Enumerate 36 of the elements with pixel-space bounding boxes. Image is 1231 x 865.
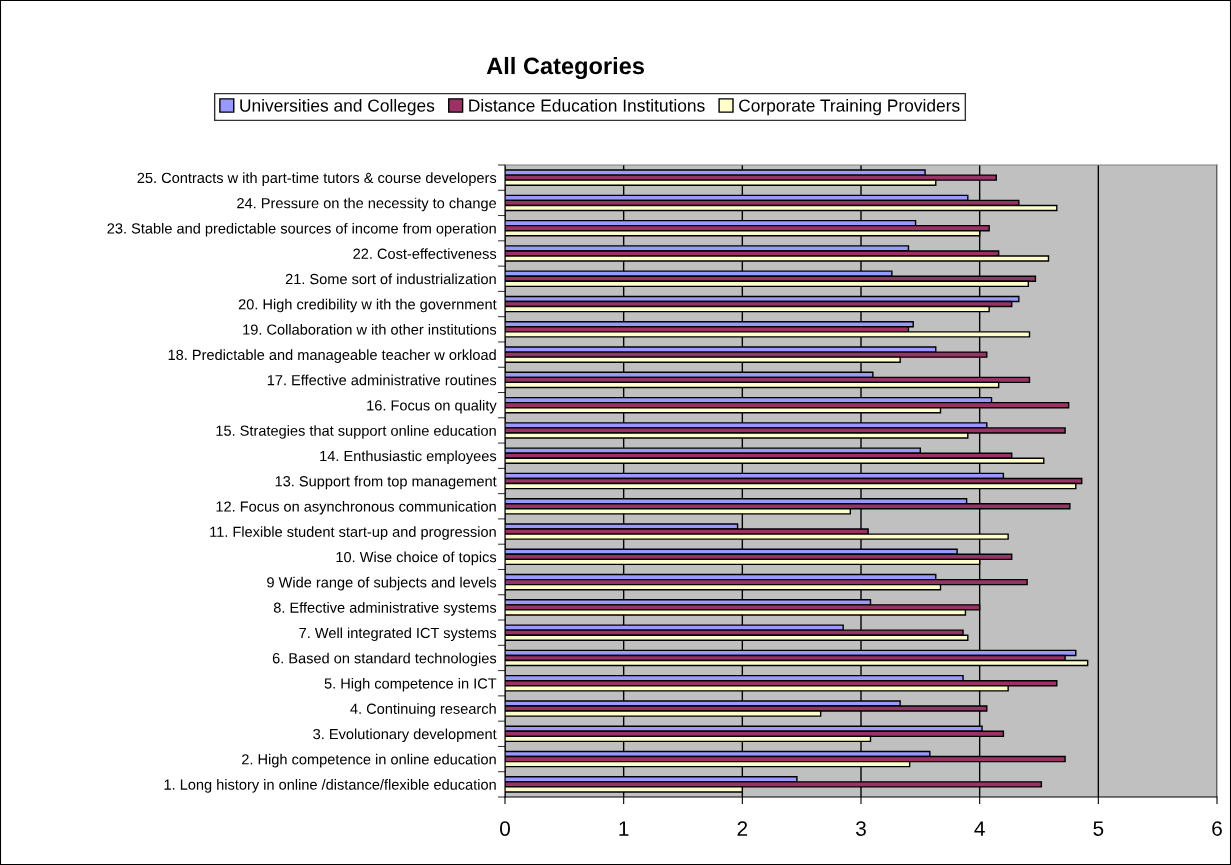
y-tick-label: 7. Well integrated ICT systems [299, 627, 497, 641]
x-tick-label: 6 [1212, 821, 1222, 836]
y-tick-label: 15. Strategies that support online education [216, 425, 496, 439]
y-tick-label: 21. Some sort of industrialization [285, 273, 496, 285]
legend-label: Corporate Training Providers [739, 98, 960, 116]
y-tick-label: 23. Stable and predictable sources of income from operation [107, 222, 496, 237]
y-tick-label: 19. Collaboration w ith other institutions [243, 324, 497, 335]
legend-label: Distance Education Institutions [469, 98, 705, 112]
y-tick-label: 11. Flexible student start-up and progression [210, 526, 496, 540]
y-tick-label: 5. High competence in ICT [324, 677, 497, 692]
x-tick-label: 1 [619, 821, 629, 836]
x-tick-label: 2 [737, 821, 748, 836]
x-tick-label: 3 [856, 821, 866, 836]
y-tick-label: 24. Pressure on the necessity to change [237, 197, 497, 212]
y-tick-label: 25. Contracts w ith part-time tutors & course developers [137, 172, 497, 186]
y-tick-label: 9 Wide range of subjects and levels [267, 576, 497, 591]
y-tick-label: 14. Enthusiastic employees [320, 450, 497, 465]
x-tick-label: 5 [1093, 821, 1104, 836]
y-tick-label: 10. Wise choice of topics [336, 551, 497, 566]
y-tick-label: 6. Based on standard technologies [272, 652, 497, 667]
y-tick-label: 16. Focus on quality [367, 399, 497, 414]
y-tick-label: 17. Effective administrative routines [267, 374, 497, 386]
chart-title: All Categories [486, 56, 644, 80]
y-tick-label: 8. Effective administrative systems [273, 602, 497, 616]
y-tick-label: 2. High competence in online education [242, 753, 496, 768]
x-tick-label: 0 [500, 821, 510, 836]
x-tick-label: 4 [974, 821, 985, 836]
y-tick-label: 1. Long history in online /distance/flexible education [164, 779, 496, 793]
y-tick-label: 18. Predictable and manageable teacher w orkload [168, 349, 496, 363]
y-tick-label: 4. Continuing research [350, 703, 496, 717]
y-tick-label: 13. Support from top management [275, 475, 497, 490]
y-tick-label: 12. Focus on asynchronous communication [216, 501, 496, 515]
y-tick-label: 20. High credibility w ith the government [238, 298, 497, 313]
legend-label: Universities and Colleges [240, 98, 435, 116]
y-tick-label: 22. Cost-effectiveness [353, 248, 497, 259]
y-tick-label: 3. Evolutionary development [313, 728, 497, 743]
